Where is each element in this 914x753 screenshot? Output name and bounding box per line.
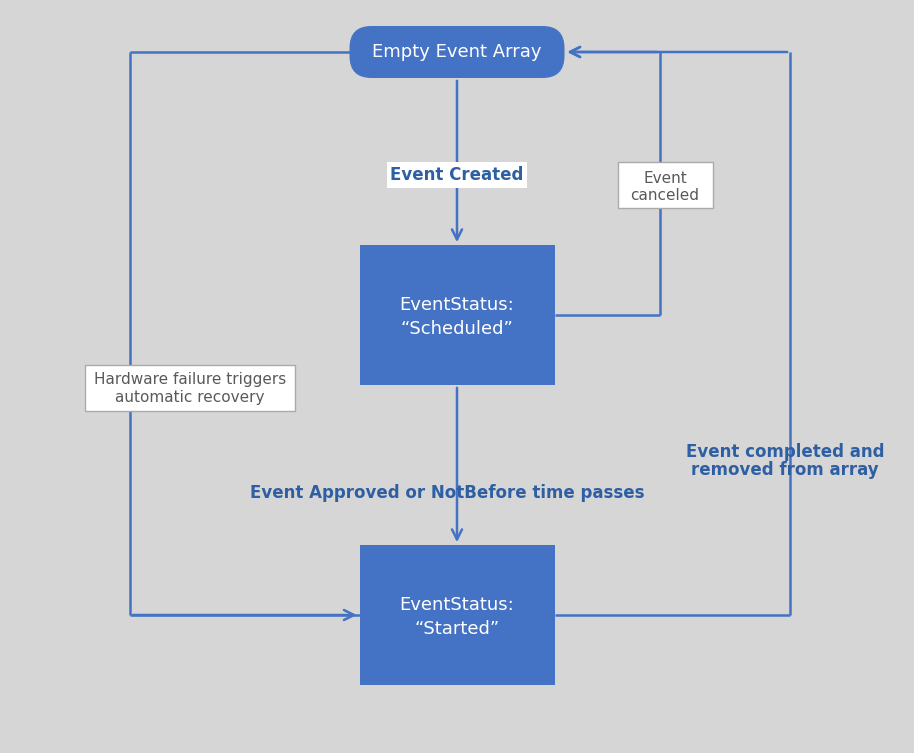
Bar bbox=[359, 545, 555, 685]
Text: Event: Event bbox=[643, 170, 687, 185]
Bar bbox=[359, 245, 555, 385]
Text: EventStatus:: EventStatus: bbox=[399, 296, 515, 314]
Text: Event Created: Event Created bbox=[390, 166, 524, 184]
Text: Empty Event Array: Empty Event Array bbox=[372, 43, 542, 61]
Bar bbox=[85, 365, 295, 411]
Text: “Scheduled”: “Scheduled” bbox=[400, 320, 514, 338]
Text: automatic recovery: automatic recovery bbox=[115, 389, 265, 404]
Bar bbox=[387, 162, 527, 188]
Text: Event Approved or NotBefore time passes: Event Approved or NotBefore time passes bbox=[250, 484, 644, 502]
Text: removed from array: removed from array bbox=[691, 461, 879, 479]
Bar bbox=[618, 162, 713, 208]
Text: EventStatus:: EventStatus: bbox=[399, 596, 515, 614]
Text: Event completed and: Event completed and bbox=[686, 443, 884, 461]
Text: canceled: canceled bbox=[631, 187, 699, 203]
Text: Hardware failure triggers: Hardware failure triggers bbox=[94, 371, 286, 386]
Text: “Started”: “Started” bbox=[414, 620, 500, 638]
FancyBboxPatch shape bbox=[349, 26, 565, 78]
